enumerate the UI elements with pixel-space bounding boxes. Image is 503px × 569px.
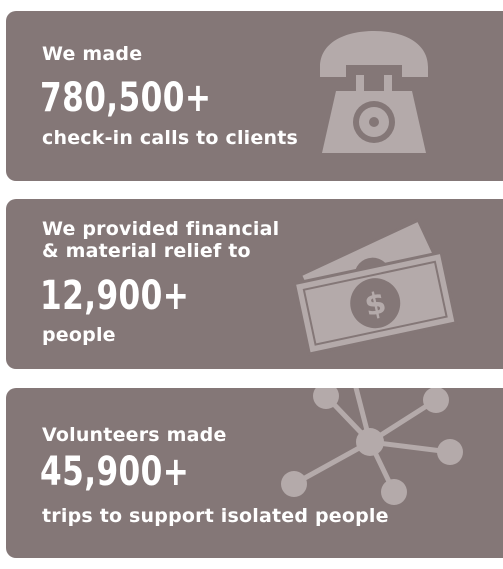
stat-tail: trips to support isolated people xyxy=(42,505,389,527)
stat-number: 12,900+ xyxy=(40,273,190,319)
stat-lead: We made xyxy=(42,43,143,65)
stat-number: 780,500+ xyxy=(40,75,212,121)
stat-tail: check-in calls to clients xyxy=(42,127,298,149)
stat-lead: Volunteers made xyxy=(42,424,227,446)
stat-card-trips: Volunteers made 45,900+ trips to support… xyxy=(6,388,503,558)
phone-icon xyxy=(320,31,428,153)
stat-number: 45,900+ xyxy=(40,449,190,495)
stat-card-relief: We provided financial & material relief … xyxy=(6,199,503,369)
stat-tail: people xyxy=(42,324,116,346)
stat-lead: We provided financial & material relief … xyxy=(42,218,280,262)
stat-card-calls: We made 780,500+ check-in calls to clien… xyxy=(6,11,503,181)
network-icon xyxy=(281,388,463,505)
money-icon: $ xyxy=(292,218,458,356)
